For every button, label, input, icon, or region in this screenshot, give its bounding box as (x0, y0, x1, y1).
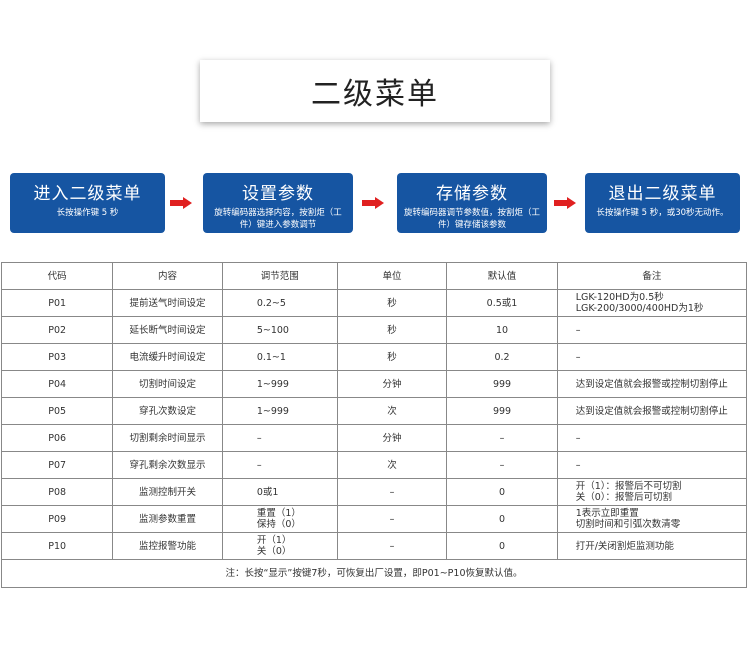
column-header: 调节范围 (221, 262, 338, 290)
table-cell: 延长断气时间设定 (112, 316, 223, 344)
table-row: P09 监测参数重置 重置（1） 保持（0） –0 1表示立即重置 切割时间和引弧次数清零 (0, 505, 748, 533)
table-row: P08 监测控制开关 0或1–0 开（1）：报警后不可切割 关（0）：报警后可切割 (0, 478, 748, 506)
table-cell: 秒 (336, 343, 448, 371)
table-cell: 999 (446, 370, 558, 398)
flow-step-title: 存储参数 (436, 184, 508, 204)
table-cell: 监测参数重置 (112, 505, 223, 533)
table-cell: 切割剩余时间显示 (112, 424, 223, 452)
table-row: P10 监控报警功能 开（1） 关（0） –0 打开/关闭割炬监测功能 (0, 532, 748, 560)
column-header: 单位 (336, 262, 448, 290)
table-cell: 0 (446, 532, 558, 560)
table-cell: 次 (336, 451, 448, 479)
table-cell: 监控报警功能 (112, 532, 223, 560)
table-cell: 达到设定值就会报警或控制切割停止 (556, 397, 748, 425)
table-cell: 秒 (336, 316, 448, 344)
table-cell: 监测控制开关 (112, 478, 223, 506)
flow-step-title: 退出二级菜单 (608, 184, 717, 204)
table-cell: 分钟 (336, 370, 448, 398)
arrow-right-icon (362, 197, 384, 209)
table-cell: – (336, 505, 448, 533)
table-cell: 0.5或1 (446, 289, 558, 317)
table-cell: 0 (446, 505, 558, 533)
table-cell: 电流缓升时间设定 (112, 343, 223, 371)
table-row: P01 提前送气时间设定 0.2~5 秒 0.5或1 LGK-120HD为0.5秒 LGK-… (0, 289, 748, 317)
parameter-table: 代码 内容 调节范围 单位 默认值 备注 P01 提前送气时间设定 0.2~5 秒 0.5或1 LG… (0, 262, 748, 588)
flow-step: 设置参数旋转编码器选择内容，按割炬（工件）键进入参数调节 (203, 173, 353, 233)
table-cell: P02 (0, 316, 114, 344)
column-header: 内容 (112, 262, 223, 290)
table-cell: P01 (0, 289, 114, 317)
table-cell: 0 (446, 478, 558, 506)
arrow-right-icon (170, 197, 192, 209)
table-cell: – (221, 424, 338, 452)
table-row: P02 延长断气时间设定 5~100 秒 10– (0, 316, 748, 344)
flow-step: 存储参数旋转编码器调节参数值，按割炬（工件）键存储该参数 (397, 173, 547, 233)
column-header: 默认值 (446, 262, 558, 290)
table-cell: 提前送气时间设定 (112, 289, 223, 317)
table-row: P06 切割剩余时间显示 – 分钟 – – (0, 424, 748, 452)
table-cell: P08 (0, 478, 114, 506)
table-cell: 开（1） 关（0） (221, 532, 338, 560)
table-cell: P09 (0, 505, 114, 533)
table-cell: – (556, 424, 748, 452)
table-cell: – (446, 424, 558, 452)
table-cell: P10 (0, 532, 114, 560)
arrow-right-icon (554, 197, 576, 209)
table-cell: 切割时间设定 (112, 370, 223, 398)
table-row: P05 穿孔次数设定 1~999 次 999 达到设定值就会报警或控制切割停止 (0, 397, 748, 425)
table-row: P04 切割时间设定 1~999 分钟 999 达到设定值就会报警或控制切割停止 (0, 370, 748, 398)
table-row: P07 穿孔剩余次数显示 – 次 – – (0, 451, 748, 479)
table-cell: – (556, 451, 748, 479)
table-cell: 1~999 (221, 370, 338, 398)
table-cell: 10 (446, 316, 558, 344)
table-cell: 1~999 (221, 397, 338, 425)
table-cell: 次 (336, 397, 448, 425)
table-cell: 0或1 (221, 478, 338, 506)
table-cell: P07 (0, 451, 114, 479)
table-cell: 1表示立即重置 切割时间和引弧次数清零 (556, 505, 748, 533)
table-cell: LGK-120HD为0.5秒 LGK-200/3000/400HD为1秒 (556, 289, 748, 317)
table-cell: P05 (0, 397, 114, 425)
table-cell: 打开/关闭割炬监测功能 (556, 532, 748, 560)
table-cell: 5~100 (221, 316, 338, 344)
table-cell: P03 (0, 343, 114, 371)
table-cell: 0.2~5 (221, 289, 338, 317)
flow-step-title: 设置参数 (242, 184, 314, 204)
table-cell: – (336, 478, 448, 506)
flow-step-desc: 长按操作键 5 秒 (56, 208, 119, 218)
table-cell: 重置（1） 保持（0） (221, 505, 338, 533)
table-cell: – (556, 316, 748, 344)
flow-step-desc: 旋转编码器选择内容，按割炬（工件）键进入参数调节 (214, 208, 342, 230)
column-header: 代码 (0, 262, 114, 290)
table-note: 注：长按“显示”按键7秒，可恢复出厂设置，即P01~P10恢复默认值。 (1, 559, 747, 588)
table-cell: 分钟 (336, 424, 448, 452)
flow-step-desc: 旋转编码器调节参数值，按割炬（工件）键存储该参数 (403, 208, 540, 230)
flow-step-desc: 长按操作键 5 秒，或30秒无动作。 (596, 208, 729, 218)
column-header: 备注 (556, 262, 748, 290)
flow-step: 进入二级菜单长按操作键 5 秒 (10, 173, 165, 233)
flow-step: 退出二级菜单长按操作键 5 秒，或30秒无动作。 (585, 173, 740, 233)
table-cell: – (221, 451, 338, 479)
table-cell: 开（1）：报警后不可切割 关（0）：报警后可切割 (556, 478, 748, 506)
table-cell: – (446, 451, 558, 479)
table-cell: 穿孔次数设定 (112, 397, 223, 425)
page-title: 二级菜单 (200, 60, 550, 122)
table-cell: 999 (446, 397, 558, 425)
table-cell: 0.1~1 (221, 343, 338, 371)
table-cell: 秒 (336, 289, 448, 317)
table-cell: 0.2 (446, 343, 558, 371)
table-cell: – (336, 532, 448, 560)
flow-step-title: 进入二级菜单 (33, 184, 142, 204)
table-cell: 穿孔剩余次数显示 (112, 451, 223, 479)
table-cell: – (556, 343, 748, 371)
table-cell: P04 (0, 370, 114, 398)
table-cell: 达到设定值就会报警或控制切割停止 (556, 370, 748, 398)
table-cell: P06 (0, 424, 114, 452)
table-row: P03 电流缓升时间设定 0.1~1 秒 0.2– (0, 343, 748, 371)
